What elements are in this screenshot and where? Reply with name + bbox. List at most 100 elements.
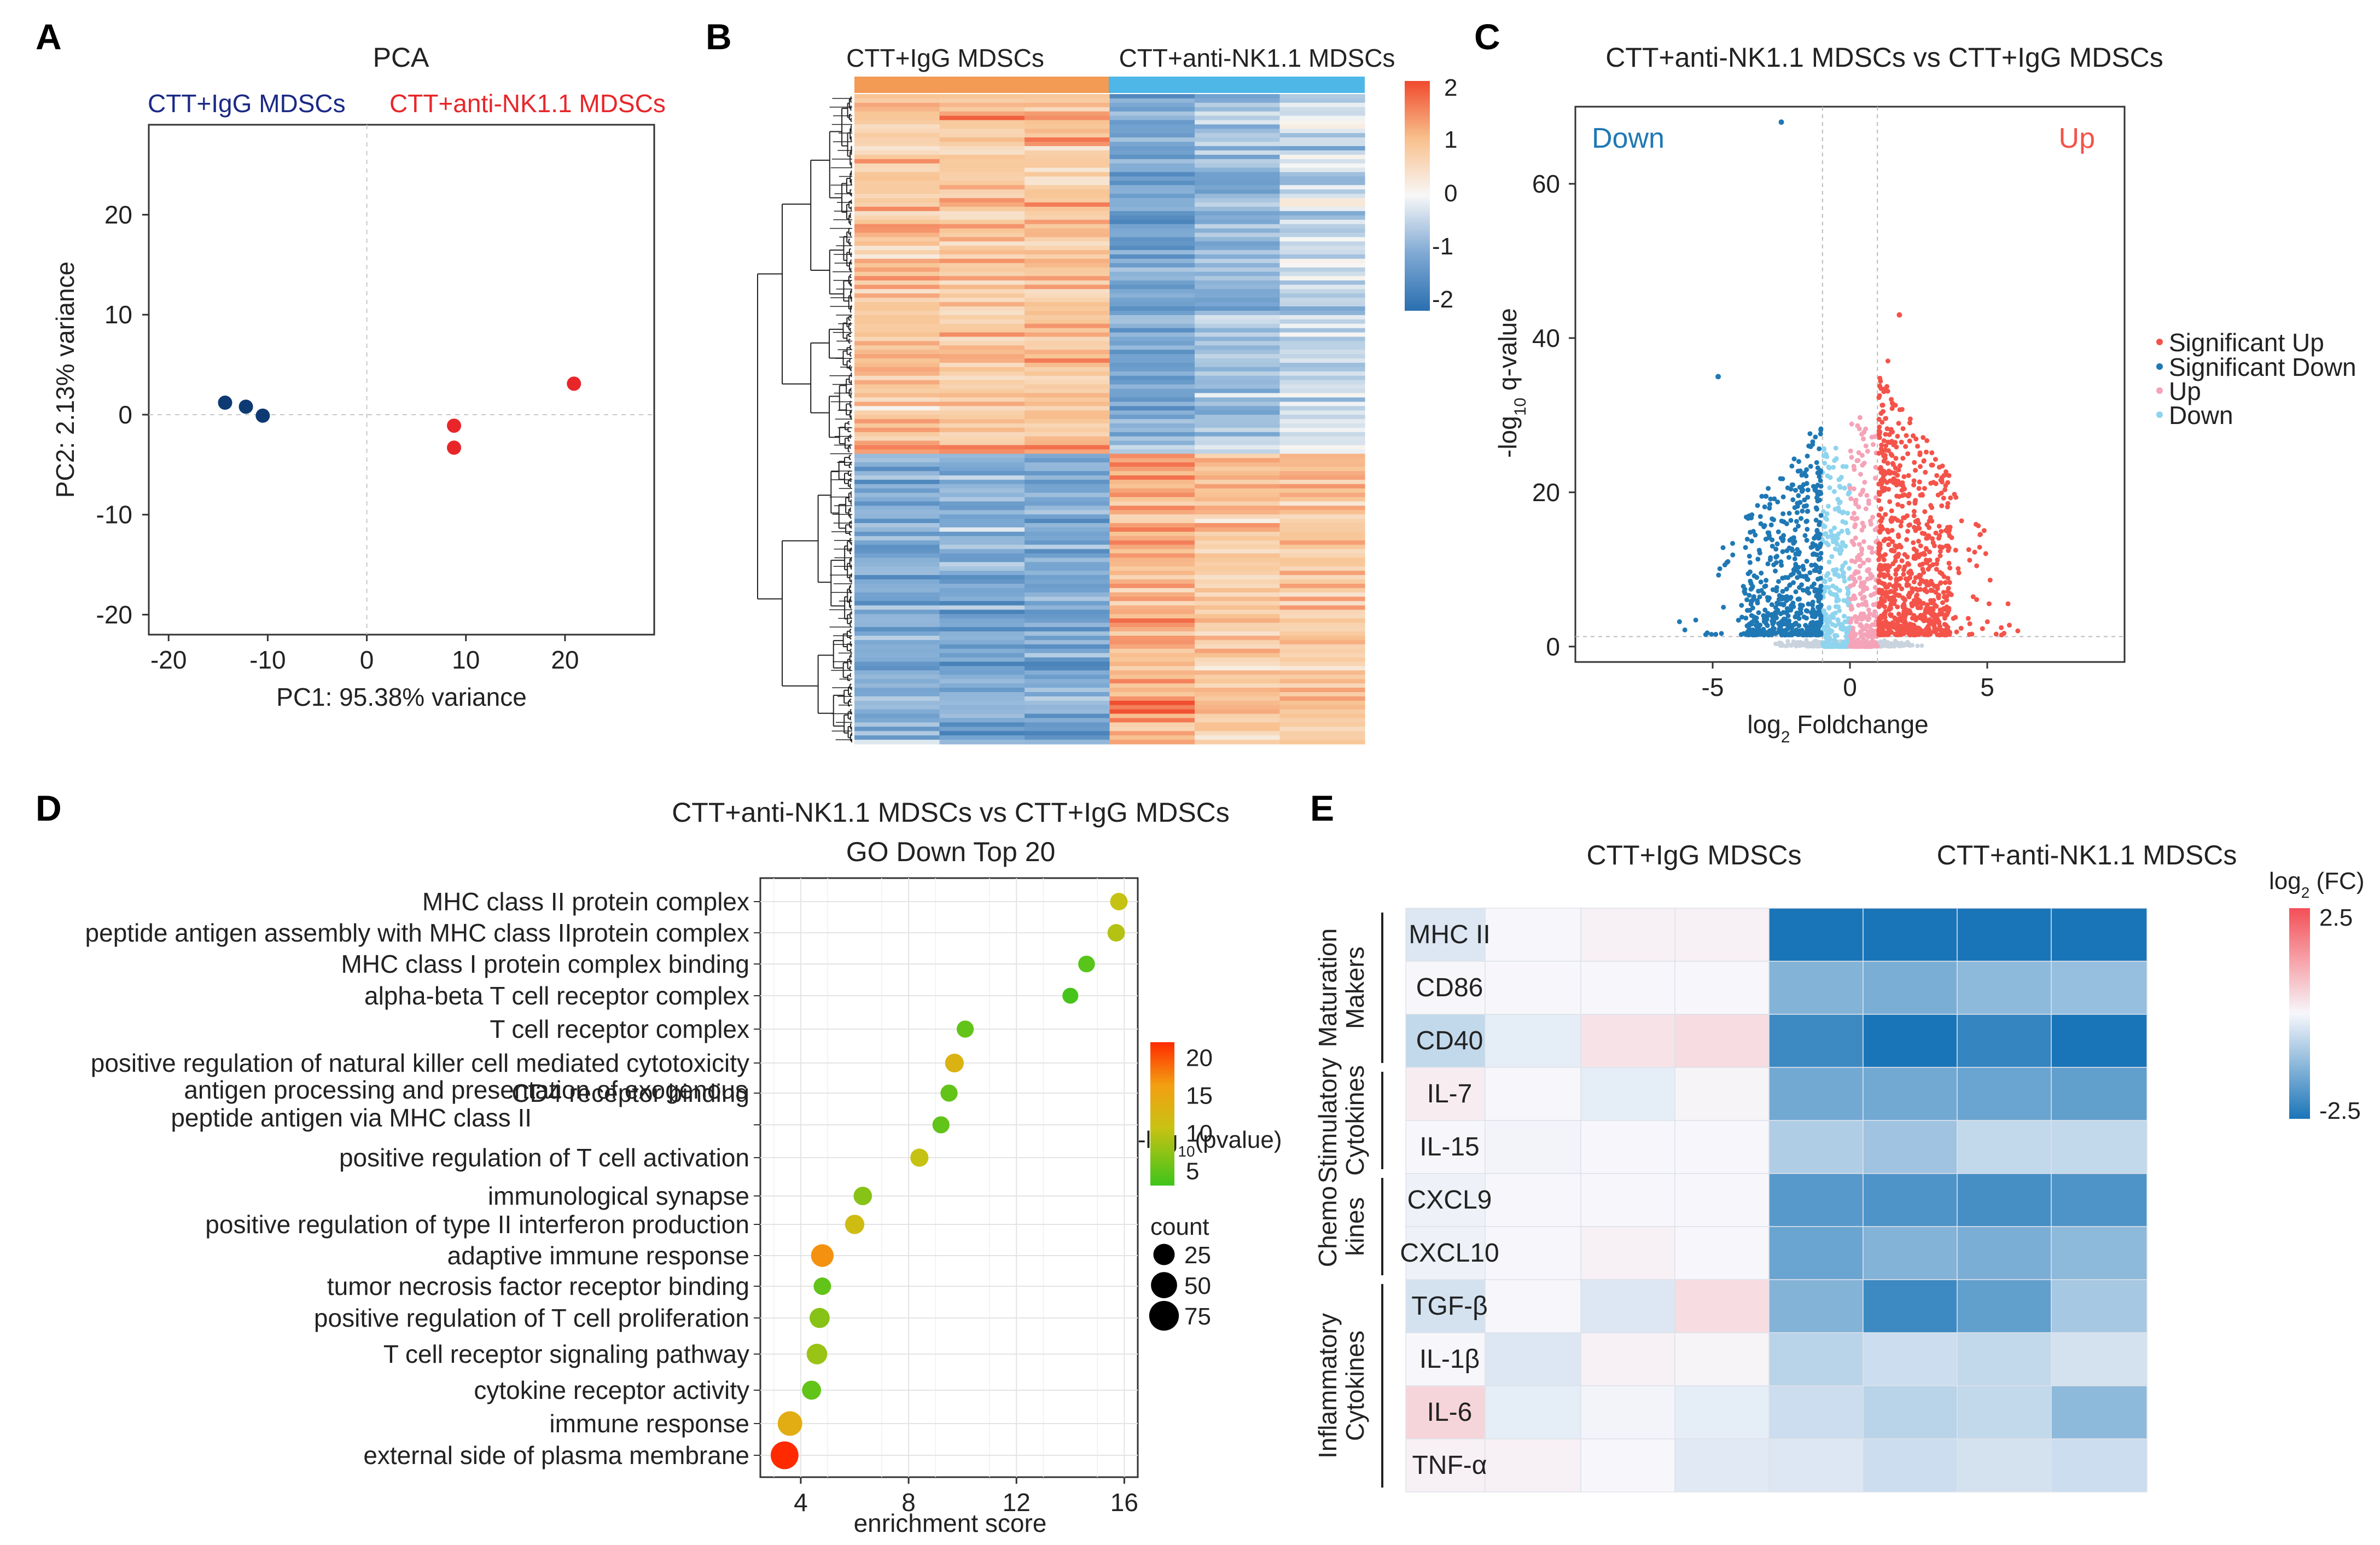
heatmap-b-cell [939, 415, 1025, 420]
volcano-point-sigup [1876, 451, 1882, 456]
heatmap-b-cell [1279, 233, 1365, 237]
heatmap-b-cell [1109, 571, 1195, 576]
heatmap-b-cell [939, 388, 1025, 394]
heatmap-b-cell [854, 397, 940, 402]
heatmap-b-cell [1025, 475, 1110, 480]
heatmap-b-cell [1025, 380, 1110, 385]
pca-x-tick-label: -10 [249, 646, 286, 674]
volcano-point-sigup [1942, 580, 1948, 585]
heatmap-b-cell [854, 202, 940, 207]
volcano-point-up [1872, 527, 1878, 532]
heatmap-e-colorbar-tick-low: -2.5 [2319, 1097, 2361, 1124]
heatmap-b-cell [854, 531, 940, 537]
heatmap-b-cell [939, 657, 1025, 663]
volcano-point-sigup [1879, 420, 1885, 425]
heatmap-b-cell [1279, 133, 1365, 138]
heatmap-b-cell [939, 440, 1025, 446]
volcano-point-sigdown [1795, 501, 1800, 506]
heatmap-b-cell [1025, 371, 1110, 376]
heatmap-b-cell [1279, 679, 1365, 684]
volcano-point-sigup [1879, 443, 1884, 448]
volcano-point-sigup [1885, 568, 1890, 573]
volcano-point-up [1852, 644, 1857, 649]
heatmap-b-cell [1025, 497, 1110, 502]
volcano-point-sigup [1938, 628, 1943, 633]
heatmap-b-cell [854, 415, 940, 420]
heatmap-b-cell [1109, 311, 1195, 316]
volcano-point-sigdown [1803, 623, 1808, 628]
heatmap-b-cell [1195, 458, 1281, 463]
volcano-point-sigup [1900, 503, 1905, 509]
heatmap-b-cell [854, 354, 940, 359]
volcano-point-up [1851, 486, 1857, 492]
heatmap-e-cell [1580, 1279, 1675, 1333]
volcano-point-sigdown [1747, 608, 1753, 613]
volcano-point-sigup [1967, 557, 1972, 563]
volcano-point-up [1866, 644, 1872, 649]
heatmap-b-cell [1109, 549, 1195, 554]
heatmap-b-cell [939, 423, 1025, 428]
heatmap-b-cell [939, 107, 1025, 112]
heatmap-b-cell [1279, 289, 1365, 294]
volcano-point-sigup [1896, 593, 1902, 598]
heatmap-e-cell [1485, 1438, 1581, 1492]
heatmap-b-cell [1025, 198, 1110, 203]
heatmap-b-cell [1279, 319, 1365, 324]
heatmap-b-cell [1109, 206, 1195, 212]
volcano-point-sigup [1946, 608, 1952, 613]
heatmap-b-cell [1279, 540, 1365, 545]
volcano-point-up [1852, 516, 1858, 522]
pca-y-label: PC2: 2.13% variance [51, 262, 79, 498]
volcano-point-sigdown [1771, 625, 1776, 631]
heatmap-b-cell [854, 657, 940, 663]
volcano-point-sigdown [1757, 594, 1762, 600]
volcano-point-sigup [1898, 576, 1904, 581]
volcano-point-outlier [1896, 312, 1902, 318]
heatmap-b-cell [1195, 406, 1281, 411]
heatmap-b-cell [1025, 679, 1110, 684]
panel-letter-d: D [36, 788, 62, 828]
volcano-point-sigdown [1804, 467, 1809, 472]
volcano-point-sigup [1876, 416, 1882, 422]
heatmap-b-cell [1279, 254, 1365, 259]
heatmap-e-cell [1405, 1120, 1486, 1174]
volcano-point-up [1857, 564, 1863, 569]
heatmap-e-cell [1863, 1120, 1958, 1174]
volcano-point-sigup [1940, 463, 1945, 469]
heatmap-b-cell [1109, 501, 1195, 506]
heatmap-b-cell [939, 700, 1025, 706]
heatmap-b-cell [854, 107, 940, 112]
volcano-point-up [1860, 436, 1866, 442]
volcano-point-sigup [1912, 499, 1918, 505]
volcano-point-sigup [1890, 599, 1896, 605]
go-term-label: immune response [549, 1409, 749, 1438]
panel-c: C CTT+anti-NK1.1 MDSCs vs CTT+IgG MDSCs … [1474, 16, 2356, 746]
volcano-point-sigdown [1792, 556, 1797, 561]
heatmap-e-cell [1863, 1067, 1958, 1121]
heatmap-e-cell [1957, 1014, 2052, 1068]
heatmap-b-cell [1109, 341, 1195, 346]
volcano-point-down [1831, 592, 1836, 597]
heatmap-b-cell [1279, 596, 1365, 602]
heatmap-b-cell [1279, 198, 1365, 203]
heatmap-b-cell [1195, 467, 1281, 472]
volcano-point-sigdown [1789, 482, 1795, 487]
heatmap-b-cell [1195, 718, 1281, 723]
volcano-point-sigup [1899, 487, 1905, 493]
heatmap-b-cell [1195, 566, 1281, 571]
heatmap-b-cell [939, 298, 1025, 303]
heatmap-b-cell [854, 549, 940, 554]
volcano-point-sigdown [1784, 521, 1789, 526]
heatmap-b-cell [1025, 98, 1110, 103]
heatmap-b-cell [939, 419, 1025, 424]
heatmap-b-cell [1195, 648, 1281, 654]
heatmap-b-cell [939, 544, 1025, 550]
volcano-point-sigup [1913, 594, 1919, 599]
volcano-point-sigup [1876, 513, 1882, 518]
heatmap-b-cell [1279, 492, 1365, 498]
volcano-point-sigup [1924, 582, 1930, 588]
heatmap-b-cell [1109, 627, 1195, 632]
heatmap-b-cell [1195, 384, 1281, 390]
heatmap-b-cell [854, 228, 940, 234]
heatmap-b-cell [1025, 722, 1110, 727]
